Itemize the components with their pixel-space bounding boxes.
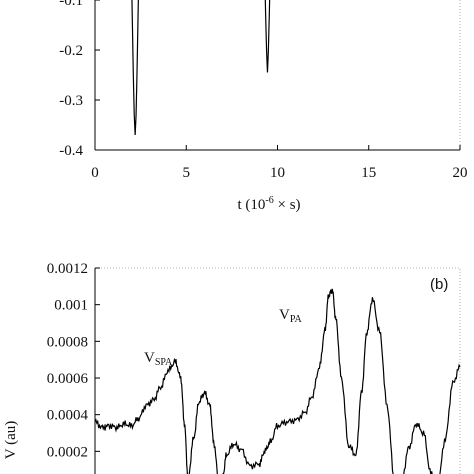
panel-a-y-tick-label: -0.1 [59, 0, 83, 9]
panel-a-series-line [131, 0, 271, 136]
xlabel-pre: t (10 [237, 197, 265, 213]
panel-b-frame [94, 267, 461, 474]
annotation-vspa-sub: SPA [155, 357, 173, 368]
panel-b-series-line [94, 288, 461, 474]
panel-b-y-tick-label: 0.0004 [47, 408, 89, 424]
panel-b-y-tick-label: 0.0006 [47, 371, 89, 387]
panel-a-y-ticks: -0.1 -0.2 -0.3 -0.4 [59, 0, 100, 159]
panel-a-x-tick-label: 20 [453, 165, 468, 181]
xlabel-sup: -6 [265, 195, 273, 206]
annotation-vpa-sub: PA [290, 314, 303, 325]
panel-a-x-axis-title: t (10-6 × s) [237, 195, 300, 213]
panel-b-y-tick-label: 0.0008 [47, 334, 88, 350]
panel-b-y-ticks: 0.0012 0.001 0.0008 0.0006 0.0004 0.0002 [47, 261, 100, 460]
panel-a-y-tick-label: -0.3 [59, 93, 83, 109]
panel-a-x-tick-label: 5 [183, 165, 191, 181]
panel-b-y-tick-label: 0.001 [54, 298, 88, 314]
panel-a-x-ticks: 0 5 10 15 20 [91, 145, 468, 181]
panel-a-y-tick-label: -0.2 [59, 43, 83, 59]
panel-a: -0.1 -0.2 -0.3 -0.4 0 5 10 15 20 t (10-6 × s) [59, 0, 468, 213]
xlabel-post: × s) [274, 197, 301, 213]
panel-a-x-tick-label: 0 [91, 165, 99, 181]
annotation-vpa: VPA [279, 307, 302, 325]
panel-a-x-tick-label: 15 [361, 165, 376, 181]
panel-b-label: (b) [430, 276, 448, 293]
annotation-vspa: VSPA [144, 350, 173, 368]
annotation-vspa-main: V [144, 350, 155, 366]
panel-a-y-tick-label: -0.4 [59, 143, 83, 159]
panel-b-y-axis-title: V (au) [3, 421, 19, 459]
panel-b-y-tick-label: 0.0002 [47, 444, 88, 460]
panel-a-x-tick-label: 10 [270, 165, 285, 181]
annotation-vpa-main: V [279, 307, 290, 323]
panel-b-y-tick-label: 0.0012 [47, 261, 88, 277]
